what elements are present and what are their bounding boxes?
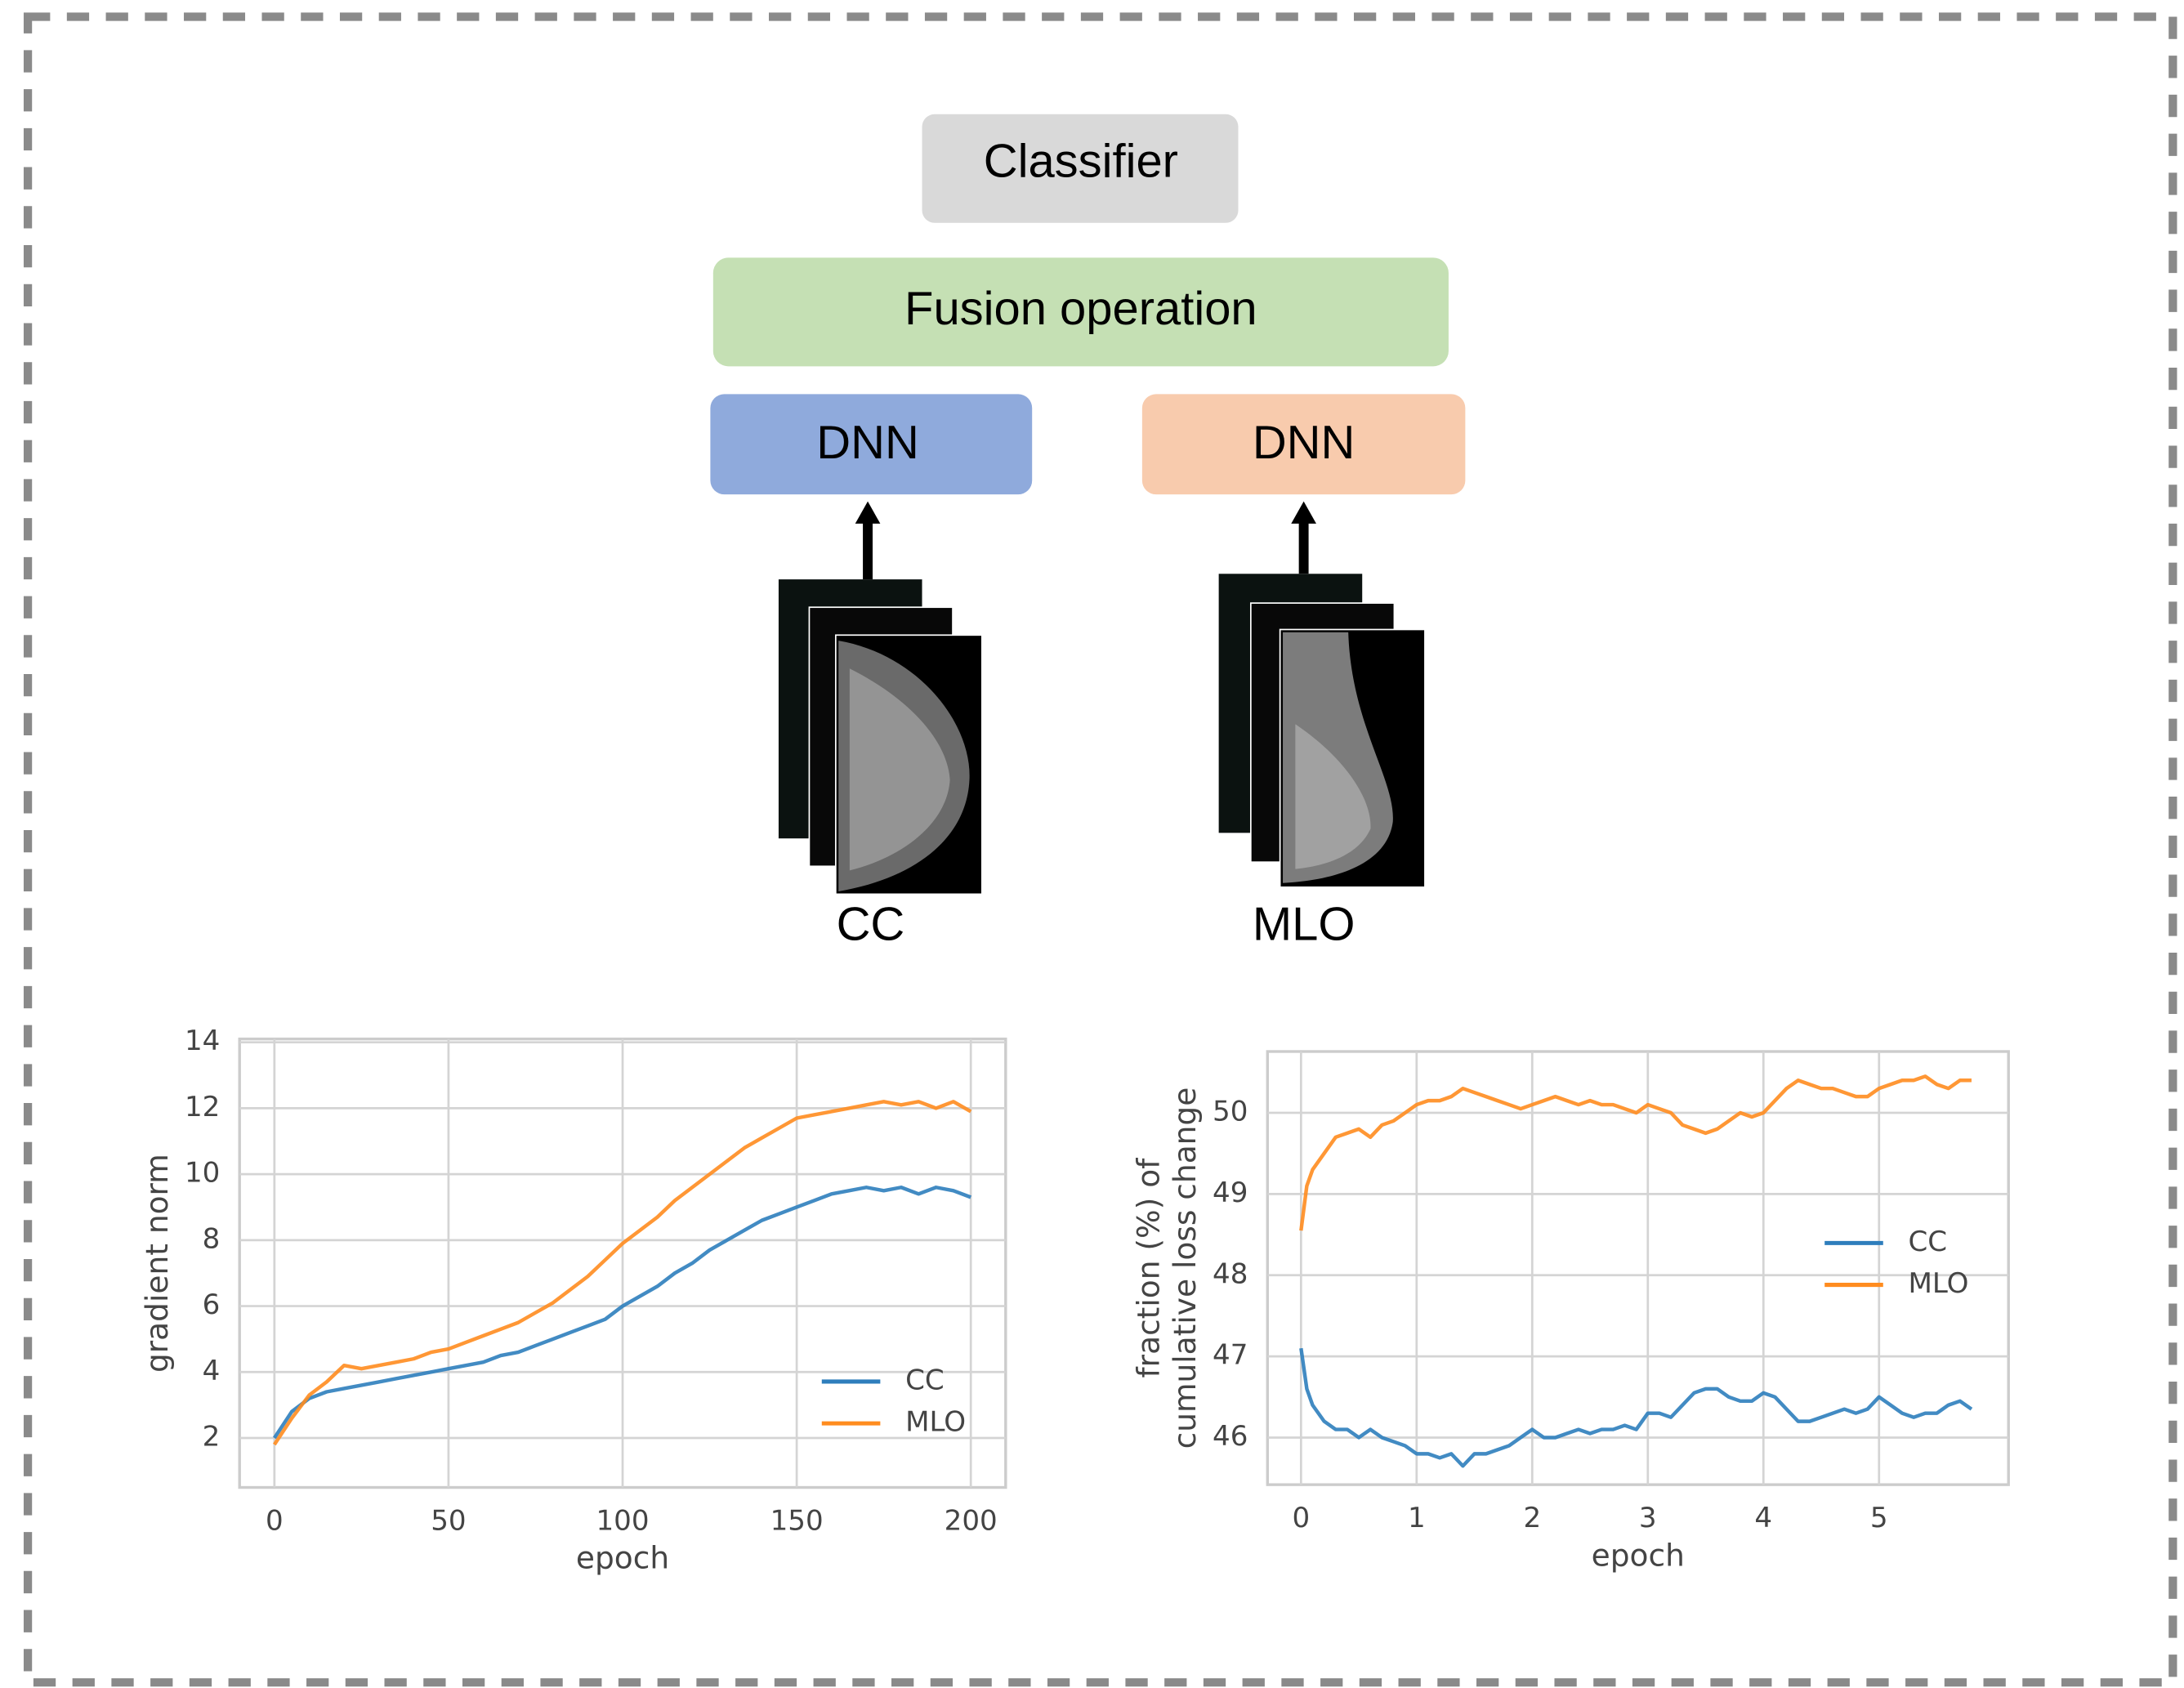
y-tick-label: 47 (1213, 1339, 1248, 1372)
y-tick-label: 50 (1213, 1096, 1248, 1128)
x-axis-label: epoch (1592, 1537, 1685, 1573)
page: {"diagram": {"classifier": "Classifier",… (0, 0, 2184, 1688)
x-tick-label: 1 (1408, 1502, 1426, 1534)
x-tick-label: 100 (596, 1505, 649, 1538)
x-axis-label: epoch (576, 1540, 669, 1576)
y-tick-label: 6 (203, 1288, 221, 1321)
legend-label: MLO (1908, 1267, 1968, 1300)
legend-label: MLO (905, 1406, 966, 1439)
y-tick-label: 4 (203, 1355, 221, 1387)
x-tick-label: 0 (266, 1505, 284, 1538)
x-tick-label: 4 (1754, 1502, 1772, 1534)
y-tick-label: 2 (203, 1420, 221, 1453)
y-tick-label: 10 (185, 1157, 220, 1190)
x-tick-label: 5 (1870, 1502, 1888, 1534)
y-axis-label: fraction (%) of (1131, 1158, 1167, 1378)
y-tick-label: 46 (1213, 1420, 1248, 1453)
cc-image-stack (779, 579, 982, 894)
x-tick-label: 150 (770, 1505, 824, 1538)
y-tick-label: 8 (203, 1222, 221, 1255)
x-tick-label: 3 (1639, 1502, 1657, 1534)
view-label: MLO (1253, 899, 1356, 951)
y-tick-label: 49 (1213, 1177, 1248, 1209)
legend-label: CC (1908, 1226, 1947, 1258)
y-tick-label: 48 (1213, 1257, 1248, 1290)
y-tick-label: 12 (185, 1091, 220, 1123)
dnn-label: DNN (1253, 417, 1356, 469)
y-axis-label: gradient norm (139, 1154, 175, 1373)
dnn-label: DNN (816, 417, 919, 469)
y-axis-label: cumulative loss change (1167, 1087, 1203, 1449)
legend-label: CC (905, 1364, 945, 1396)
mlo-image-stack (1219, 574, 1425, 887)
view-label: CC (837, 899, 905, 951)
fusion-label: Fusion operation (904, 283, 1257, 335)
y-tick-label: 14 (185, 1025, 220, 1057)
plot: 0 50 100 150 200 2 4 6 8 10 12 14 epoch gradient norm… (139, 1025, 1006, 1575)
x-tick-label: 2 (1523, 1502, 1541, 1534)
arrow-head (1291, 502, 1316, 524)
plot-area (1267, 1052, 2008, 1485)
x-tick-label: 0 (1292, 1502, 1310, 1534)
figure: Classifier Fusion operation DNN DNN CC M… (0, 0, 2184, 1688)
classifier-label: Classifier (984, 135, 1178, 187)
x-tick-label: 50 (431, 1505, 466, 1538)
x-tick-label: 200 (945, 1505, 998, 1538)
arrow-head (855, 502, 881, 524)
